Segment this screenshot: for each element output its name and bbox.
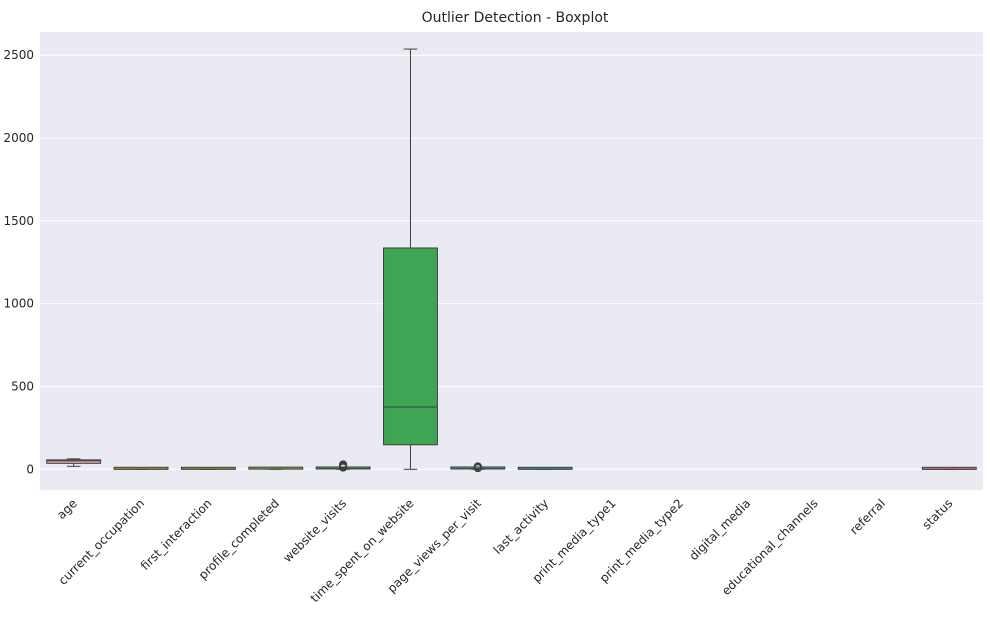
box-body — [383, 247, 438, 446]
box-series — [46, 48, 977, 473]
x-tick-label: digital_media — [686, 496, 753, 563]
box-page_views_per_visit — [450, 462, 506, 473]
x-tick-label: first_interaction — [138, 496, 215, 573]
box-website_visits — [315, 460, 371, 472]
box-status — [921, 466, 977, 470]
y-tick-label: 500 — [11, 379, 34, 393]
y-tick-label: 0 — [26, 462, 34, 476]
y-tick-label: 2000 — [3, 131, 34, 145]
x-tick-label: website_visits — [280, 496, 349, 565]
y-tick-label: 1000 — [3, 297, 34, 311]
box-age — [46, 458, 102, 467]
grid-lines — [40, 54, 983, 470]
y-tick-label: 2500 — [3, 48, 34, 62]
box-first_interaction — [180, 466, 236, 470]
box-profile_completed — [248, 466, 304, 470]
plot-area — [40, 32, 983, 490]
outlier-point — [339, 460, 348, 469]
chart-title: Outlier Detection - Boxplot — [422, 10, 609, 26]
x-tick-label: status — [919, 496, 955, 532]
x-tick-label: age — [54, 496, 80, 522]
box-current_occupation — [113, 466, 169, 470]
box-body — [46, 459, 102, 464]
x-axis-ticks: agecurrent_occupationfirst_interactionpr… — [54, 496, 955, 605]
outlier-point — [473, 462, 482, 471]
y-tick-label: 1500 — [3, 214, 34, 228]
x-tick-label: referral — [847, 496, 888, 537]
box-time_spent_on_website — [383, 48, 438, 470]
box-last_activity — [517, 466, 573, 470]
y-axis-ticks: 0 500 1000 1500 2000 2500 — [3, 48, 34, 476]
x-tick-label: last_activity — [491, 496, 552, 557]
